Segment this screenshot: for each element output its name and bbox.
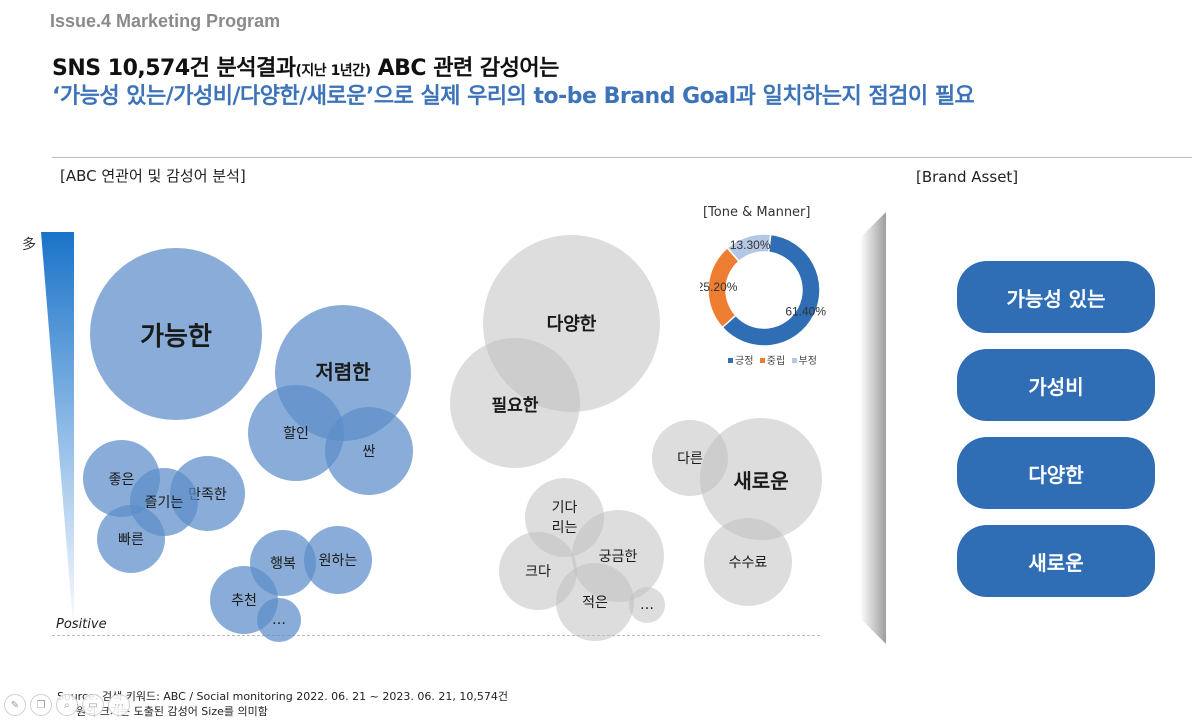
copy-icon[interactable]: ❐ [30,694,52,716]
brand-asset-card: 가능성 있는 [957,261,1155,333]
viewer-toolbar: ✎ ❐ ⌕ ▭ ⋯ [4,694,130,716]
donut-slice-3 [726,233,772,263]
panel-shadow [860,212,886,644]
bubble-keyword: 다른 [652,420,728,496]
bubble-keyword: 필요한 [450,338,580,468]
title-rest: ABC 관련 감성어는 [377,56,560,81]
volume-gradient-arrow [41,232,74,636]
bubble-keyword: 빠른 [97,505,165,573]
issue-label: Issue.4 Marketing Program [50,11,281,31]
fit-icon[interactable]: ▭ [82,694,104,716]
donut-data-label: 25.20% [700,280,738,294]
title-divider [52,157,1192,158]
more-icon[interactable]: ⋯ [108,694,130,716]
axis-bottom-label: Positive [56,617,107,632]
title-period: (지난 1년간) [295,63,371,79]
source-note: Source: 검색 키워드: ABC / Social monitoring … [57,690,508,703]
section-title-left: [ABC 연관어 및 감성어 분석] [60,167,246,185]
bubble-keyword: 원하는 [304,526,372,594]
brand-asset-card: 가성비 [957,349,1155,421]
section-title-right: [Brand Asset] [916,168,1019,186]
brand-asset-card: 다양한 [957,437,1155,509]
baseline [52,635,820,636]
donut-data-label: 61.40% [785,305,826,319]
donut-chart: 61.40% 25.20% 13.30% [700,233,826,347]
bubble-keyword: 싼 [325,407,413,495]
page-title: SNS 10,574건 분석결과(지난 1년간) ABC 관련 감성어는 [52,50,559,82]
bubble-keyword: 수수료 [704,518,792,606]
legend-item: 긍정 [728,356,753,367]
bubble-keyword: 가능한 [90,248,262,420]
axis-top-label: 多 [22,237,36,253]
legend-item: 중립 [759,356,785,367]
legend-item: 부정 [791,356,817,367]
bubble-keyword: … [629,587,665,623]
donut-data-label: 13.30% [730,238,771,252]
bubble-keyword: 적은 [556,563,634,641]
bubble-keyword: … [257,598,301,642]
zoom-icon[interactable]: ⌕ [56,694,78,716]
brand-asset-card: 새로운 [957,525,1155,597]
page-subtitle: ‘가능성 있는/가성비/다양한/새로운’으로 실제 우리의 to-be Bran… [52,84,975,109]
pen-icon[interactable]: ✎ [4,694,26,716]
title-main: SNS 10,574건 분석결과 [52,56,296,81]
chart-legend: 긍정 중립 부정 [728,352,817,367]
donut-slice-1 [721,233,821,347]
chart-title: [Tone & Manner] [703,205,811,220]
